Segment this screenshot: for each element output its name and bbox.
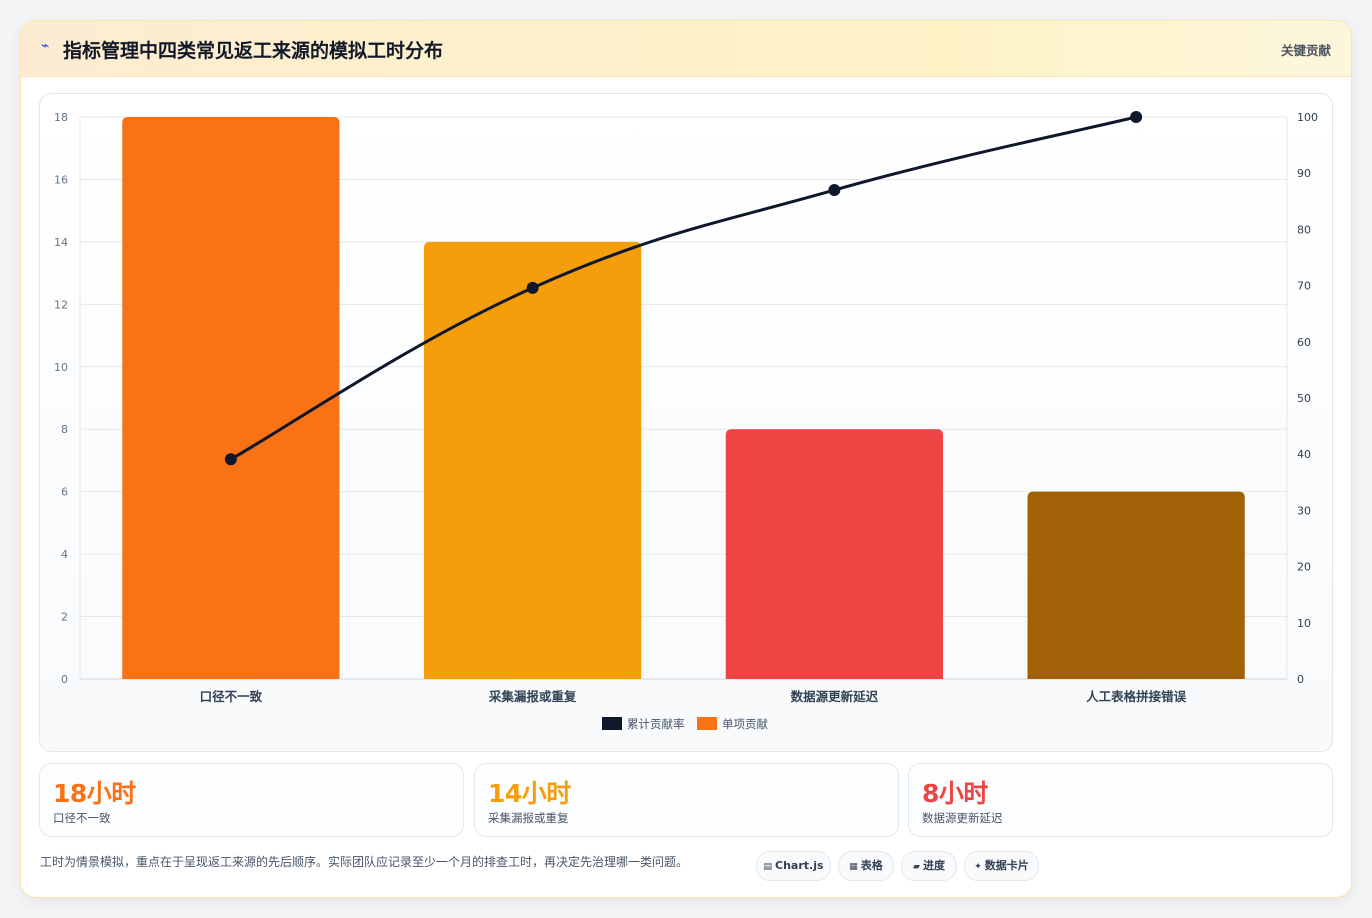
x-tick-label: 采集漏报或重复 (488, 689, 577, 704)
stat-card-1: 18小时 口径不一致 (39, 763, 464, 837)
y-left-tick-label: 8 (61, 423, 68, 436)
stat-card-2: 14小时 采集漏报或重复 (474, 763, 899, 837)
y-left-tick-label: 16 (54, 173, 68, 186)
pill-progress[interactable]: ▰ 进度 (901, 851, 957, 881)
x-tick-label: 口径不一致 (200, 689, 263, 704)
pill-label: Chart.js (775, 859, 824, 872)
card-icon: ✦ (974, 862, 982, 872)
stat-label: 口径不一致 (53, 811, 111, 825)
table-icon: ▦ (849, 862, 858, 872)
stat-value: 18小时 (53, 779, 136, 808)
header-tag: 关键贡献 (1280, 43, 1331, 58)
y-right-tick-label: 80 (1297, 223, 1311, 236)
cumulative-point-2 (526, 281, 539, 294)
stat-value: 14小时 (488, 779, 571, 808)
legend-label-1: 累计贡献率 (627, 717, 685, 731)
y-left-tick-label: 12 (54, 298, 68, 311)
y-left-tick-label: 2 (61, 611, 68, 624)
y-right-tick-label: 40 (1297, 448, 1311, 461)
legend-swatch-2 (697, 717, 717, 730)
pareto-chart: 0 2 4 6 8 10 12 14 16 18 0 10 20 30 40 50 60 70 80 90 100 口径不… (54, 111, 1318, 731)
cumulative-line (230, 115, 1137, 461)
stat-label: 数据源更新延迟 (922, 811, 1003, 825)
y-right-tick-label: 60 (1297, 336, 1311, 349)
page-title: 指标管理中四类常见返工来源的模拟工时分布 (63, 40, 444, 62)
progress-icon: ▰ (913, 862, 920, 872)
stat-card-3: 8小时 数据源更新延迟 (908, 763, 1333, 837)
bar-2 (423, 241, 642, 679)
y-left-tick-label: 4 (61, 548, 68, 561)
stat-value: 8小时 (922, 779, 988, 808)
y-left-tick-label: 14 (54, 236, 68, 249)
chart-panel: 0 2 4 6 8 10 12 14 16 18 0 10 20 30 40 50 60 70 80 90 100 口径不… (39, 93, 1333, 752)
y-left-tick-label: 0 (61, 673, 68, 686)
stat-label: 采集漏报或重复 (488, 811, 569, 825)
y-right-tick-label: 0 (1297, 673, 1304, 686)
pill-chartjs[interactable]: ▤ Chart.js (756, 851, 831, 881)
legend-label-2: 单项贡献 (722, 717, 768, 731)
y-right-tick-label: 70 (1297, 280, 1311, 293)
bar-3 (725, 429, 944, 679)
bar-4 (1027, 491, 1245, 679)
footer-note: 工时为情景模拟，重点在于呈现返工来源的先后顺序。实际团队应记录至少一个月的排查工… (40, 855, 689, 869)
y-left-tick-label: 18 (54, 111, 68, 124)
pill-label: 数据卡片 (984, 859, 1029, 872)
y-right-tick-label: 90 (1297, 167, 1311, 180)
chart-icon: ▤ (763, 862, 772, 872)
y-left-tick-label: 10 (54, 361, 68, 374)
x-tick-label: 人工表格拼接错误 (1086, 689, 1187, 704)
pill-label: 进度 (922, 859, 945, 872)
chart-card: ⌁ 指标管理中四类常见返工来源的模拟工时分布 关键贡献 0 2 4 6 8 10 12 14 1… (20, 20, 1352, 898)
cumulative-point-1 (224, 453, 237, 466)
cumulative-point-4 (1130, 111, 1143, 123)
legend-swatch-1 (602, 717, 622, 730)
x-tick-label: 数据源更新延迟 (790, 689, 879, 704)
y-left-tick-label: 6 (61, 486, 68, 499)
y-right-tick-label: 10 (1297, 617, 1311, 630)
y-right-tick-label: 50 (1297, 392, 1311, 405)
y-right-tick-label: 20 (1297, 561, 1311, 574)
card-header: ⌁ 指标管理中四类常见返工来源的模拟工时分布 关键贡献 (21, 21, 1351, 77)
y-right-tick-label: 30 (1297, 504, 1311, 517)
pill-data-card[interactable]: ✦ 数据卡片 (964, 851, 1039, 881)
pill-table[interactable]: ▦ 表格 (838, 851, 894, 881)
pill-label: 表格 (860, 859, 883, 872)
bar-1 (122, 117, 340, 679)
y-right-tick-label: 100 (1297, 111, 1318, 124)
bolt-icon: ⌁ (41, 38, 50, 54)
cumulative-point-3 (828, 184, 841, 197)
